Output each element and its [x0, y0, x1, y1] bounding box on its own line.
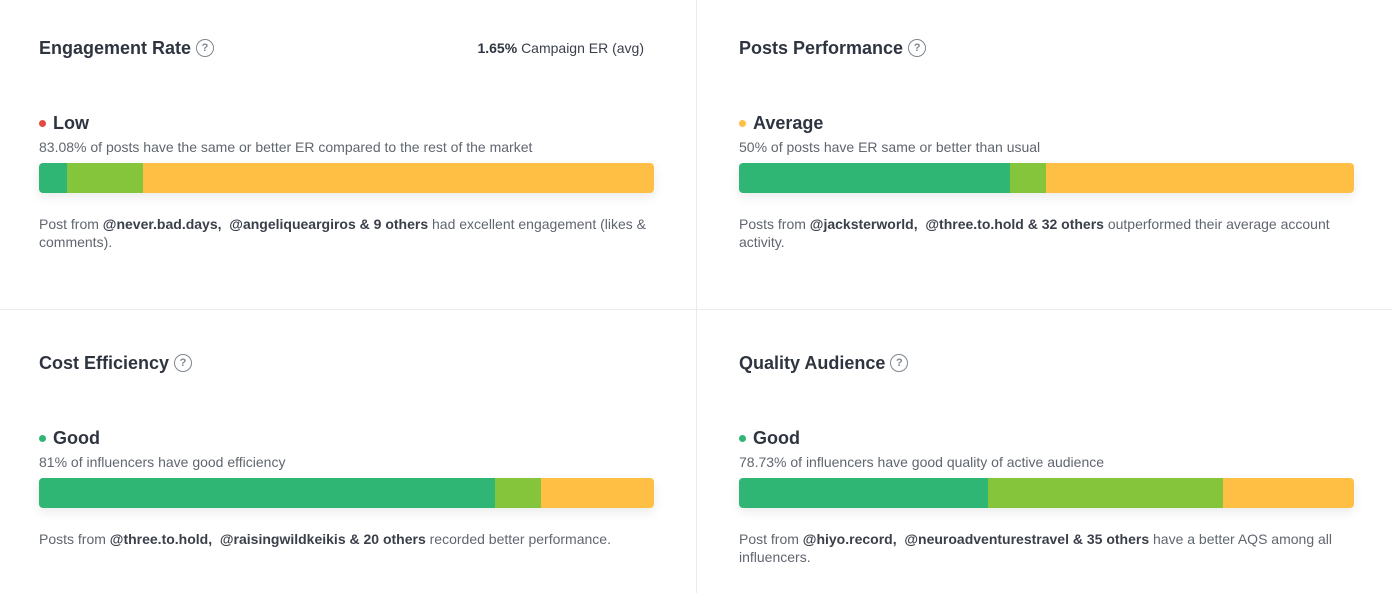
influencer-handle-link[interactable]: @hiyo.record,	[802, 531, 897, 547]
note-suffix: have a better AQS among all influencers.	[739, 531, 1332, 565]
bar-segment-green	[39, 478, 496, 508]
influencer-handle-link[interactable]: @never.bad.days,	[102, 216, 222, 232]
status-dot	[39, 434, 46, 442]
card-note: Posts from @three.to.hold, @raisingwildk…	[39, 530, 654, 548]
campaign-er-value: 1.65%	[477, 40, 518, 56]
status-description: 50% of posts have ER same or better than…	[739, 139, 1041, 155]
note-suffix: had excellent engagement (likes & commen…	[39, 216, 647, 250]
status-label: Good	[753, 427, 800, 448]
campaign-er-label: Campaign ER (avg)	[521, 40, 644, 56]
bar-segment-green	[39, 163, 67, 193]
status-description: 78.73% of influencers have good quality …	[739, 454, 1105, 470]
note-prefix: Posts from	[39, 531, 110, 547]
status-label: Good	[53, 427, 100, 448]
title-wrap: Posts Performance ?	[739, 37, 927, 59]
card-title: Quality Audience	[739, 352, 886, 373]
status-description: 83.08% of posts have the same or better …	[39, 139, 533, 155]
card-header: Posts Performance ?	[739, 37, 1355, 59]
status-dot	[739, 434, 746, 442]
quality-audience-card: Quality Audience ? Good 78.73% of influe…	[739, 352, 1355, 566]
status-row: Good	[739, 426, 1355, 450]
status-description: 81% of influencers have good efficiency	[39, 454, 286, 470]
status-dot	[39, 119, 46, 127]
distribution-bar	[739, 478, 1354, 508]
note-suffix: outperformed their average account activ…	[739, 216, 1330, 250]
distribution-bar	[739, 163, 1354, 193]
bar-segment-yellow	[1046, 163, 1354, 193]
card-title: Cost Efficiency	[39, 352, 170, 373]
card-title: Engagement Rate	[39, 37, 192, 58]
card-note: Post from @never.bad.days, @angeliquearg…	[39, 215, 654, 251]
card-note: Posts from @jacksterworld, @three.to.hol…	[739, 215, 1354, 251]
card-title: Posts Performance	[739, 37, 904, 58]
status-row: Average	[739, 111, 1355, 135]
status-label: Low	[53, 112, 89, 133]
distribution-bar	[39, 478, 654, 508]
status-label: Average	[753, 112, 824, 133]
others-link[interactable]: @raisingwildkeikis & 20 others	[219, 531, 426, 547]
others-link[interactable]: @three.to.hold & 32 others	[925, 216, 1104, 232]
question-circle-icon[interactable]: ?	[174, 354, 193, 372]
note-prefix: Post from	[739, 531, 803, 547]
engagement-rate-card: Engagement Rate ? 1.65% Campaign ER (avg…	[39, 37, 655, 251]
status-row: Good	[39, 426, 655, 450]
question-circle-icon[interactable]: ?	[890, 354, 909, 372]
bar-segment-yellow	[142, 163, 654, 193]
bar-segment-yellow	[541, 478, 654, 508]
others-link[interactable]: @angeliqueargiros & 9 others	[229, 216, 429, 232]
card-header: Engagement Rate ? 1.65% Campaign ER (avg…	[39, 37, 655, 59]
question-circle-icon[interactable]: ?	[908, 39, 927, 57]
status-row: Low	[39, 111, 655, 135]
bar-segment-yellow	[1222, 478, 1354, 508]
bar-segment-lime	[1009, 163, 1047, 193]
influencer-handle-link[interactable]: @three.to.hold,	[109, 531, 213, 547]
question-circle-icon[interactable]: ?	[196, 39, 215, 57]
title-wrap: Cost Efficiency ?	[39, 352, 193, 374]
card-header: Quality Audience ?	[739, 352, 1355, 374]
distribution-bar	[39, 163, 654, 193]
bar-segment-lime	[66, 163, 143, 193]
title-wrap: Quality Audience ?	[739, 352, 909, 374]
bar-segment-lime	[495, 478, 542, 508]
horizontal-divider	[0, 309, 1392, 310]
title-wrap: Engagement Rate ?	[39, 37, 215, 59]
card-note: Post from @hiyo.record, @neuroadventures…	[739, 530, 1354, 566]
bar-segment-lime	[988, 478, 1223, 508]
status-dot	[739, 119, 746, 127]
influencer-handle-link[interactable]: @jacksterworld,	[809, 216, 918, 232]
note-suffix: recorded better performance.	[429, 531, 611, 547]
campaign-er-avg: 1.65% Campaign ER (avg)	[477, 40, 644, 56]
bar-segment-green	[739, 163, 1010, 193]
others-link[interactable]: @neuroadventurestravel & 35 others	[904, 531, 1150, 547]
cost-efficiency-card: Cost Efficiency ? Good 81% of influencer…	[39, 352, 655, 548]
note-prefix: Post from	[39, 216, 103, 232]
note-prefix: Posts from	[739, 216, 810, 232]
vertical-divider	[696, 0, 697, 593]
posts-performance-card: Posts Performance ? Average 50% of posts…	[739, 37, 1355, 251]
card-header: Cost Efficiency ?	[39, 352, 655, 374]
bar-segment-green	[739, 478, 989, 508]
